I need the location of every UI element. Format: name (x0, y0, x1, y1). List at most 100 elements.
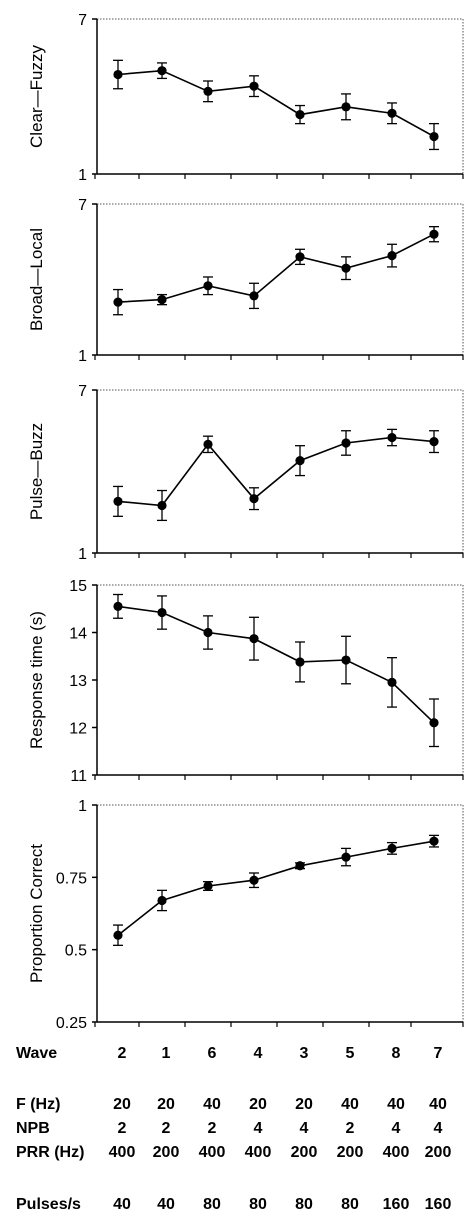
data-point (429, 718, 439, 728)
table-cell: 2 (118, 1045, 127, 1062)
data-point (341, 655, 351, 665)
table-cell: 20 (157, 1096, 175, 1113)
table-cell: 4 (300, 1120, 309, 1137)
table-cell: 200 (291, 1144, 318, 1161)
y-tick-label: 1 (78, 167, 87, 184)
table-cell: 4 (434, 1120, 443, 1137)
data-point (157, 607, 167, 618)
y-tick-label: 11 (70, 768, 87, 785)
table-cell: 4 (254, 1045, 263, 1062)
data-point (429, 229, 439, 239)
table-cell: 400 (383, 1144, 410, 1161)
table-cell: 2 (208, 1120, 217, 1137)
y-tick-label: 7 (78, 197, 87, 214)
plot-frame (96, 584, 464, 776)
y-tick-label: 12 (69, 721, 87, 738)
table-cell: 5 (346, 1045, 355, 1062)
data-point (203, 881, 213, 891)
data-point (295, 456, 305, 466)
table-row-label: NPB (16, 1120, 50, 1137)
table-cell: 160 (425, 1196, 452, 1213)
data-point (249, 875, 259, 885)
table-cell: 80 (203, 1196, 221, 1213)
y-tick-label: 0.75 (56, 870, 87, 887)
table-cell: 1 (162, 1045, 171, 1062)
table-cell: 20 (249, 1096, 267, 1113)
y-axis-label: Proportion Correct (27, 844, 46, 983)
data-point (341, 438, 351, 448)
y-axis-label: Pulse—Buzz (27, 423, 46, 520)
data-point (113, 297, 123, 307)
data-point (341, 263, 351, 273)
y-tick-label: 7 (78, 12, 87, 29)
data-point (387, 843, 397, 854)
data-point (249, 494, 259, 504)
table-cell: 4 (392, 1120, 401, 1137)
table-cell: 200 (425, 1144, 452, 1161)
table-cell: 200 (337, 1144, 364, 1161)
series-line (117, 69, 435, 138)
data-point (203, 281, 213, 291)
data-point (249, 81, 259, 91)
table-cell: 200 (153, 1144, 180, 1161)
data-point (203, 627, 213, 638)
data-point (429, 836, 439, 846)
table-cell: 20 (295, 1096, 313, 1113)
table-cell: 400 (199, 1144, 226, 1161)
y-axis-label: Clear—Fuzzy (27, 45, 46, 148)
table-cell: 40 (387, 1096, 405, 1113)
data-point (341, 852, 351, 862)
y-tick-label: 14 (69, 626, 87, 643)
table-cell: 7 (434, 1045, 443, 1062)
data-point (429, 437, 439, 447)
table-cell: 160 (383, 1196, 410, 1213)
table-cell: 40 (157, 1196, 175, 1213)
data-point (429, 131, 439, 142)
table-cell: 80 (341, 1196, 359, 1213)
table-cell: 4 (254, 1120, 263, 1137)
table-cell: 400 (109, 1144, 136, 1161)
table-cell: 3 (300, 1045, 309, 1062)
y-tick-label: 7 (78, 383, 87, 400)
table-row-label: F (Hz) (16, 1096, 60, 1113)
table-cell: 2 (346, 1120, 355, 1137)
table-cell: 20 (113, 1096, 131, 1113)
y-axis-label: Response time (s) (27, 611, 46, 749)
data-point (387, 677, 397, 687)
table-cell: 40 (429, 1096, 447, 1113)
table-cell: 6 (208, 1045, 217, 1062)
table-cell: 2 (162, 1120, 171, 1137)
table-cell: 2 (118, 1120, 127, 1137)
table-cell: 40 (113, 1196, 131, 1213)
table-row-label: Wave (16, 1045, 57, 1062)
y-tick-label: 13 (69, 673, 87, 690)
y-tick-label: 1 (78, 546, 87, 563)
data-point (157, 500, 167, 511)
y-axis-label: Broad—Local (27, 228, 46, 331)
data-point (249, 291, 259, 301)
data-point (113, 930, 123, 940)
series-line (117, 233, 435, 303)
data-point (295, 109, 305, 120)
data-point (157, 895, 167, 906)
data-point (203, 86, 213, 96)
series-line (117, 605, 435, 724)
data-point (157, 295, 167, 305)
plot-frame (96, 389, 464, 554)
series-line (117, 436, 435, 507)
data-point (295, 657, 305, 667)
plot-frame (96, 18, 464, 175)
table-cell: 80 (295, 1196, 313, 1213)
table-row-label: PRR (Hz) (16, 1144, 84, 1161)
y-tick-label: 0.5 (65, 943, 87, 960)
y-tick-label: 15 (69, 578, 87, 595)
data-point (157, 66, 167, 76)
table-cell: 40 (203, 1096, 221, 1113)
data-point (295, 861, 305, 871)
data-point (341, 102, 351, 112)
plot-frame (96, 203, 464, 356)
data-point (113, 69, 123, 80)
table-cell: 80 (249, 1196, 267, 1213)
data-point (113, 496, 123, 506)
